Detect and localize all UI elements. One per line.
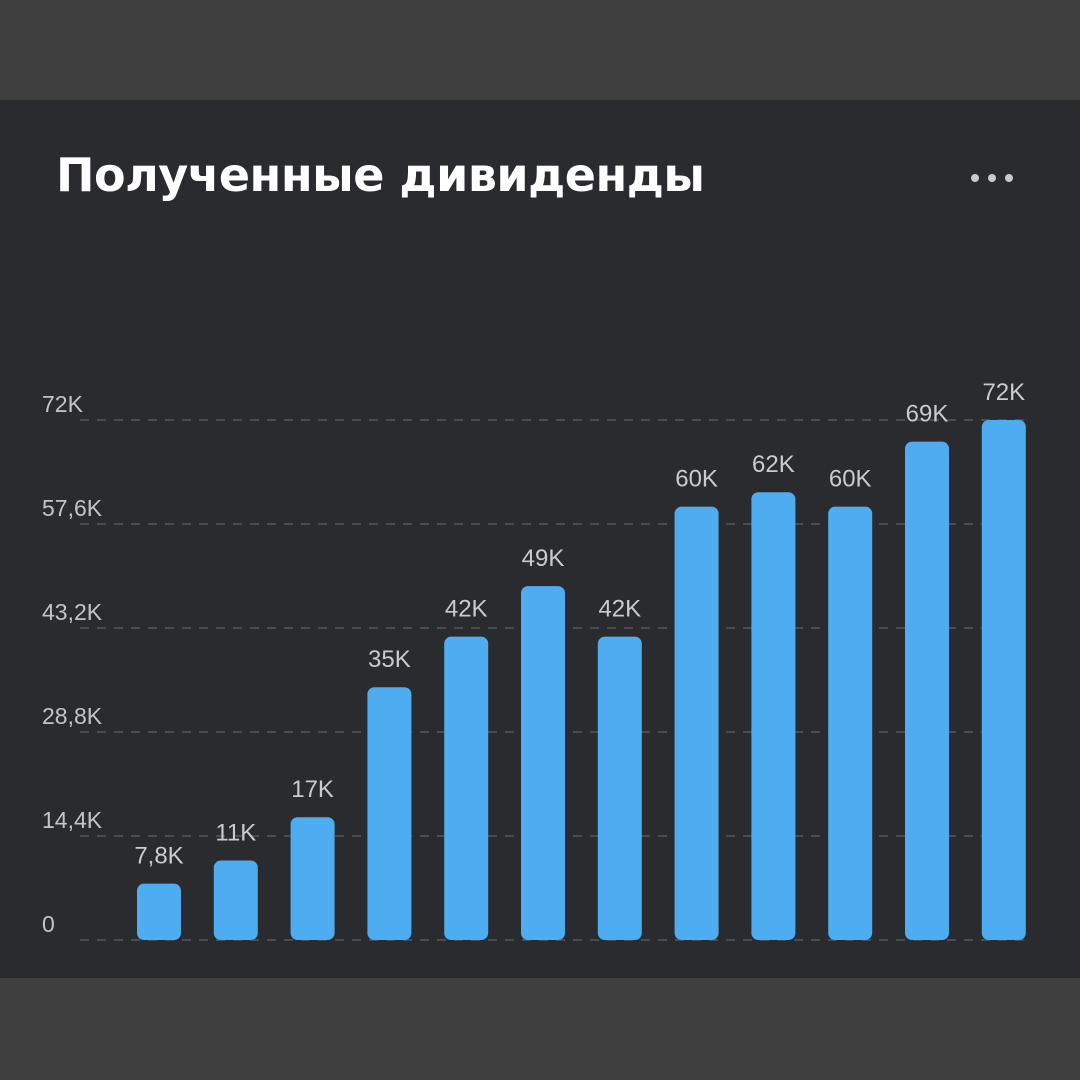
bar — [828, 506, 873, 940]
bar — [290, 817, 335, 940]
bar — [521, 586, 565, 940]
menu-dot — [971, 174, 979, 182]
more-options-icon[interactable] — [958, 164, 1026, 192]
bar-value-label: 11K — [215, 820, 256, 847]
bar-value-label: 69K — [906, 401, 949, 428]
menu-dot — [988, 174, 996, 182]
bar-value-label: 62K — [752, 451, 795, 478]
bar — [905, 441, 949, 940]
card-title: Полученные дивиденды — [56, 148, 705, 202]
bar-value-label: 42K — [445, 596, 488, 623]
y-tick-label: 72K — [42, 391, 84, 417]
bar — [367, 687, 412, 940]
bar-value-label: 60K — [829, 466, 872, 493]
y-tick-label: 43,2K — [42, 599, 103, 625]
bar-value-label: 17K — [291, 776, 334, 803]
y-tick-label: 28,8K — [42, 703, 103, 729]
bar — [137, 883, 181, 940]
y-tick-label: 14,4K — [42, 807, 103, 833]
bar-value-label: 72K — [982, 379, 1025, 406]
bar — [751, 492, 796, 940]
bar-value-label: 7,8K — [134, 843, 183, 870]
bar — [213, 860, 258, 940]
dividends-bar-chart: 014,4K28,8K43,2K57,6K72K7,8Kмай11Kиюнь17… — [42, 379, 1026, 941]
bar — [981, 420, 1026, 940]
bar — [597, 636, 642, 940]
bar — [674, 506, 719, 940]
bar — [444, 636, 489, 940]
y-tick-label: 57,6K — [42, 495, 103, 521]
bar-value-label: 35K — [368, 646, 411, 673]
y-tick-label: 0 — [42, 911, 55, 937]
menu-dot — [1005, 174, 1013, 182]
bar-value-label: 42K — [598, 596, 641, 623]
bar-value-label: 60K — [675, 466, 718, 493]
dividends-card: Полученные дивиденды 0 14,4K 28,8K 43,2K 57,… — [0, 100, 1080, 978]
bar-value-label: 49K — [522, 545, 565, 572]
